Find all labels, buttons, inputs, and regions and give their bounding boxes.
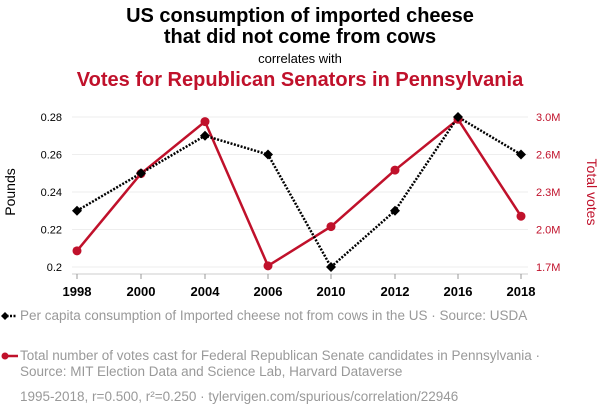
footer-source: 1995-2018, r=0.500, r²=0.250 · tylervige…: [20, 389, 459, 404]
data-point-votes: [516, 211, 526, 221]
data-point-votes: [263, 261, 273, 271]
y-tick-label-right: 2.6M: [536, 150, 560, 162]
legend-label-cheese: Per capita consumption of Imported chees…: [20, 308, 528, 323]
x-tick-label: 2000: [127, 284, 156, 299]
series-line-cheese: [76, 115, 522, 269]
y-tick-label-right: 2.3M: [536, 187, 560, 199]
legend-item-votes: Total number of votes cast for Federal R…: [1, 348, 580, 380]
series-line-votes: [76, 118, 523, 268]
legend-item-cheese: Per capita consumption of Imported chees…: [1, 308, 580, 324]
data-point-votes: [390, 165, 400, 175]
line-chart: 0.28 3.0M 0.26 2.6M 0.24 2.3M 0.22 2.0M 0.2 1.7M 1…: [2, 112, 600, 299]
x-tick-label: 2012: [381, 284, 410, 299]
y-axis-label-left: Pounds: [2, 168, 18, 215]
chart-title-secondary: Votes for Republican Senators in Pennsyl…: [76, 69, 524, 91]
chart-title-line1: US consumption of imported cheese: [126, 5, 474, 27]
y-tick-label-left: 0.2: [47, 262, 62, 274]
legend-label-votes: Total number of votes cast for Federal R…: [20, 348, 541, 379]
data-point-cheese: [453, 112, 463, 122]
y-tick-label-left: 0.22: [41, 225, 62, 237]
circle-line-legend-icon: [1, 352, 18, 360]
x-tick-label: 2016: [444, 284, 473, 299]
data-point-votes: [200, 117, 210, 127]
y-tick-label-left: 0.28: [41, 112, 62, 124]
data-point-cheese: [72, 205, 82, 216]
series-markers: [72, 112, 526, 272]
x-tick-label: 1998: [63, 284, 92, 299]
data-point-votes: [72, 246, 82, 256]
data-point-cheese: [516, 149, 526, 160]
chart-subtitle: correlates with: [258, 51, 342, 66]
y-tick-label-left: 0.26: [41, 150, 62, 162]
y-tick-label-left: 0.24: [41, 187, 62, 199]
x-tick-label: 2010: [317, 284, 346, 299]
data-point-cheese: [326, 262, 336, 272]
axes: 0.28 3.0M 0.26 2.6M 0.24 2.3M 0.22 2.0M 0.2 1.7M 1…: [41, 112, 561, 299]
gridlines: [72, 116, 528, 268]
y-tick-label-right: 1.7M: [536, 262, 560, 274]
x-tick-label: 2006: [254, 284, 283, 299]
x-tick-label: 2018: [507, 284, 536, 299]
x-tick-label: 2004: [191, 284, 221, 299]
y-axis-label-right: Total votes: [584, 159, 600, 226]
series-lines: [76, 115, 523, 269]
y-tick-label-right: 3.0M: [536, 112, 560, 124]
dotted-diamond-legend-icon: [1, 312, 17, 320]
data-point-cheese: [263, 149, 273, 160]
chart-title-line2: that did not come from cows: [163, 26, 437, 48]
data-point-votes: [326, 222, 336, 232]
data-point-cheese: [136, 168, 146, 179]
y-tick-label-right: 2.0M: [536, 225, 560, 237]
data-point-cheese: [200, 130, 210, 141]
data-point-cheese: [390, 205, 400, 216]
